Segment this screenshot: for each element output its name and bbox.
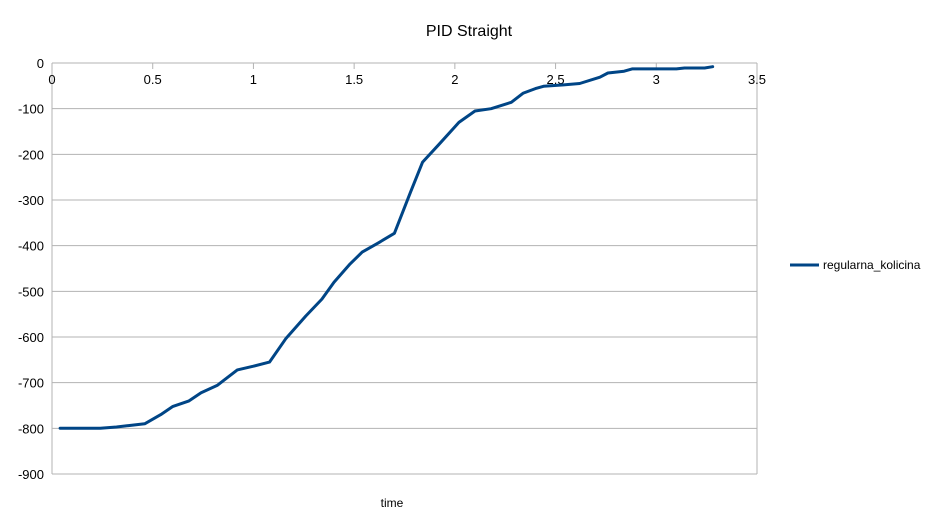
y-tick-label: -700 [18,376,44,391]
x-tick-label: 1 [250,72,257,87]
y-tick-label: -900 [18,467,44,482]
x-tick-label: 2 [451,72,458,87]
axes [51,62,758,475]
y-tick-label: -600 [18,330,44,345]
x-tick-label: 0.5 [144,72,162,87]
y-tick-label: -500 [18,284,44,299]
series-line [58,65,715,430]
x-tick-label: 3 [653,72,660,87]
x-tick-label: 2.5 [547,72,565,87]
x-tick-label: 3.5 [748,72,766,87]
x-tick-label: 1.5 [345,72,363,87]
series-lines [58,65,715,430]
chart-title: PID Straight [426,23,513,40]
y-tick-label: -300 [18,193,44,208]
grid-lines [52,62,757,475]
tick-labels: 0 -100 -200 -300 -400 -500 -600 -700 -800 -900 0 0.… [18,56,766,482]
y-tick-label: -100 [18,102,44,117]
y-tick-label: 0 [37,56,44,71]
x-tick-label: 0 [48,72,55,87]
y-tick-label: -800 [18,421,44,436]
y-tick-label: -400 [18,239,44,254]
legend-label: regularna_kolicina [823,258,921,272]
x-axis-title: time [381,496,404,510]
legend: regularna_kolicina [790,258,921,272]
y-tick-label: -200 [18,147,44,162]
